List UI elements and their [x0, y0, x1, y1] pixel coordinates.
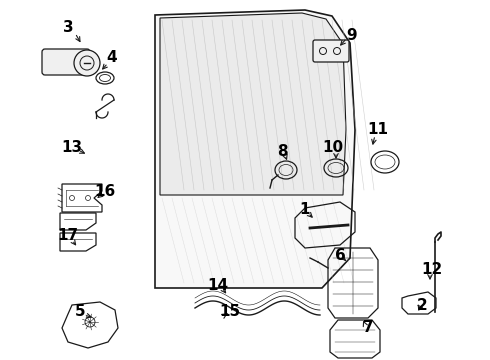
Polygon shape [155, 10, 355, 288]
Polygon shape [160, 13, 346, 195]
Text: 5: 5 [74, 305, 85, 320]
Text: 12: 12 [421, 262, 442, 278]
Text: 11: 11 [368, 122, 389, 138]
Text: 1: 1 [300, 202, 310, 217]
Text: 10: 10 [322, 140, 343, 156]
Text: 17: 17 [57, 228, 78, 243]
FancyBboxPatch shape [313, 40, 349, 62]
Text: 7: 7 [363, 320, 373, 336]
Text: 14: 14 [207, 278, 228, 292]
Text: 2: 2 [416, 297, 427, 312]
Text: 15: 15 [220, 305, 241, 320]
FancyBboxPatch shape [42, 49, 90, 75]
Text: 16: 16 [95, 184, 116, 199]
Text: 6: 6 [335, 248, 345, 262]
Text: 8: 8 [277, 144, 287, 159]
Circle shape [74, 50, 100, 76]
Text: 4: 4 [107, 50, 117, 66]
Text: 3: 3 [63, 21, 74, 36]
Text: 9: 9 [347, 27, 357, 42]
Text: 13: 13 [61, 140, 82, 156]
